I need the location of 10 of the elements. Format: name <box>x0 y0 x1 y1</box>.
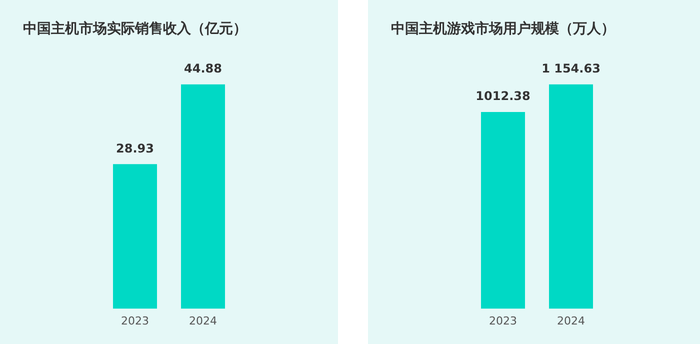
data-label: 28.93 <box>116 141 154 156</box>
x-tick-label: 2024 <box>189 314 217 328</box>
x-tick-label: 2023 <box>489 314 517 328</box>
chart-title: 中国主机游戏市场用户规模（万人） <box>391 20 615 38</box>
chart-title: 中国主机市场实际销售收入（亿元） <box>23 20 247 38</box>
data-label: 44.88 <box>184 62 222 76</box>
x-tick-label: 2023 <box>121 314 149 328</box>
data-label: 1012.38 <box>476 89 530 104</box>
x-tick-label: 2024 <box>557 314 585 328</box>
data-label: 1 154.63 <box>542 62 600 76</box>
